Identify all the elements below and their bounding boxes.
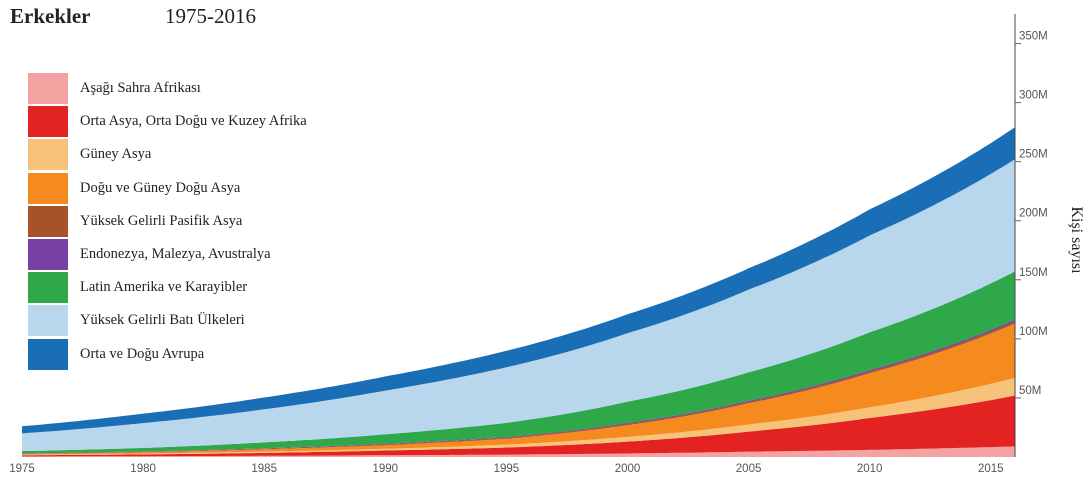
legend-item: Aşağı Sahra Afrikası	[28, 72, 307, 105]
x-tick-label: 2000	[615, 463, 641, 475]
legend-label: Güney Asya	[80, 146, 152, 163]
chart-subtitle: 1975-2016	[165, 4, 256, 28]
legend-label: Yüksek Gelirli Pasifik Asya	[80, 212, 243, 229]
legend-label: Latin Amerika ve Karayibler	[80, 279, 248, 296]
x-tick-label: 1980	[130, 463, 156, 475]
legend-label: Yüksek Gelirli Batı Ülkeleri	[80, 312, 245, 329]
legend-item: Orta ve Doğu Avrupa	[28, 338, 307, 371]
area-series-2	[22, 377, 1015, 456]
legend-swatch	[28, 305, 68, 337]
legend-swatch	[28, 272, 68, 304]
legend-item: Güney Asya	[28, 138, 307, 171]
legend-label: Orta ve Doğu Avrupa	[80, 345, 205, 362]
legend-swatch	[28, 73, 68, 105]
legend-item: Latin Amerika ve Karayibler	[28, 271, 307, 304]
legend-swatch	[28, 139, 68, 171]
area-series-1	[22, 395, 1015, 457]
x-tick-label: 2010	[857, 463, 883, 475]
x-tick-label: 1990	[372, 463, 398, 475]
x-tick-label: 1985	[251, 463, 277, 475]
x-tick-label: 1995	[494, 463, 520, 475]
chart-title: Erkekler	[10, 4, 91, 28]
area-layers	[22, 127, 1015, 457]
area-series-6	[22, 271, 1015, 454]
y-tick-label: 150M	[1019, 267, 1048, 279]
legend-swatch	[28, 172, 68, 204]
x-tick-label: 2015	[978, 463, 1004, 475]
legend-label: Doğu ve Güney Doğu Asya	[80, 179, 241, 196]
legend-swatch	[28, 239, 68, 271]
area-series-0	[22, 446, 1015, 457]
y-tick-label: 100M	[1019, 326, 1048, 338]
y-tick-label: 250M	[1019, 149, 1048, 161]
area-series-4	[22, 321, 1015, 454]
legend-item: Yüksek Gelirli Batı Ülkeleri	[28, 304, 307, 337]
legend-swatch	[28, 338, 68, 370]
y-ticks: 50M 100M 150M 200M 250M 300M 350M	[1015, 31, 1048, 399]
legend-item: Endonezya, Malezya, Avustralya	[28, 238, 307, 271]
legend-label: Endonezya, Malezya, Avustralya	[80, 246, 271, 263]
legend-item: Yüksek Gelirli Pasifik Asya	[28, 205, 307, 238]
x-tick-label: 2005	[736, 463, 762, 475]
legend-swatch	[28, 106, 68, 138]
legend-label: Orta Asya, Orta Doğu ve Kuzey Afrika	[80, 113, 307, 130]
x-tick-label: 1975	[9, 463, 35, 475]
area-series-3	[22, 323, 1015, 455]
legend-swatch	[28, 205, 68, 237]
y-tick-label: 200M	[1019, 208, 1048, 220]
y-tick-label: 350M	[1019, 31, 1048, 43]
y-axis-label: Kişi sayısı	[1068, 206, 1085, 274]
legend-item: Orta Asya, Orta Doğu ve Kuzey Afrika	[28, 105, 307, 138]
legend-item: Doğu ve Güney Doğu Asya	[28, 172, 307, 205]
x-ticks: 1975 1980 1985 1990 1995 2000 2005 2010 2015	[9, 463, 1003, 475]
legend-label: Aşağı Sahra Afrikası	[80, 80, 201, 97]
legend: Aşağı Sahra Afrikası Orta Asya, Orta Doğu…	[28, 72, 307, 371]
area-series-7	[22, 159, 1015, 452]
y-tick-label: 50M	[1019, 385, 1041, 397]
y-tick-label: 300M	[1019, 90, 1048, 102]
